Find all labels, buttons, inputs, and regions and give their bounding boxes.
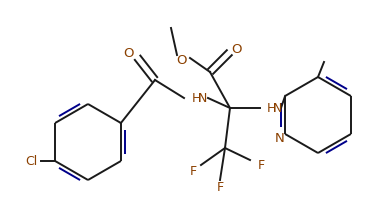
Text: F: F (258, 159, 265, 172)
Text: N: N (275, 131, 285, 144)
Text: O: O (177, 54, 187, 67)
Text: F: F (217, 181, 224, 193)
Text: H: H (267, 101, 276, 114)
Text: H: H (192, 92, 202, 105)
Text: F: F (190, 164, 197, 177)
Text: Cl: Cl (25, 155, 37, 168)
Text: N: N (273, 101, 282, 114)
Text: O: O (124, 46, 134, 59)
Text: N: N (198, 92, 208, 105)
Text: O: O (232, 42, 242, 55)
